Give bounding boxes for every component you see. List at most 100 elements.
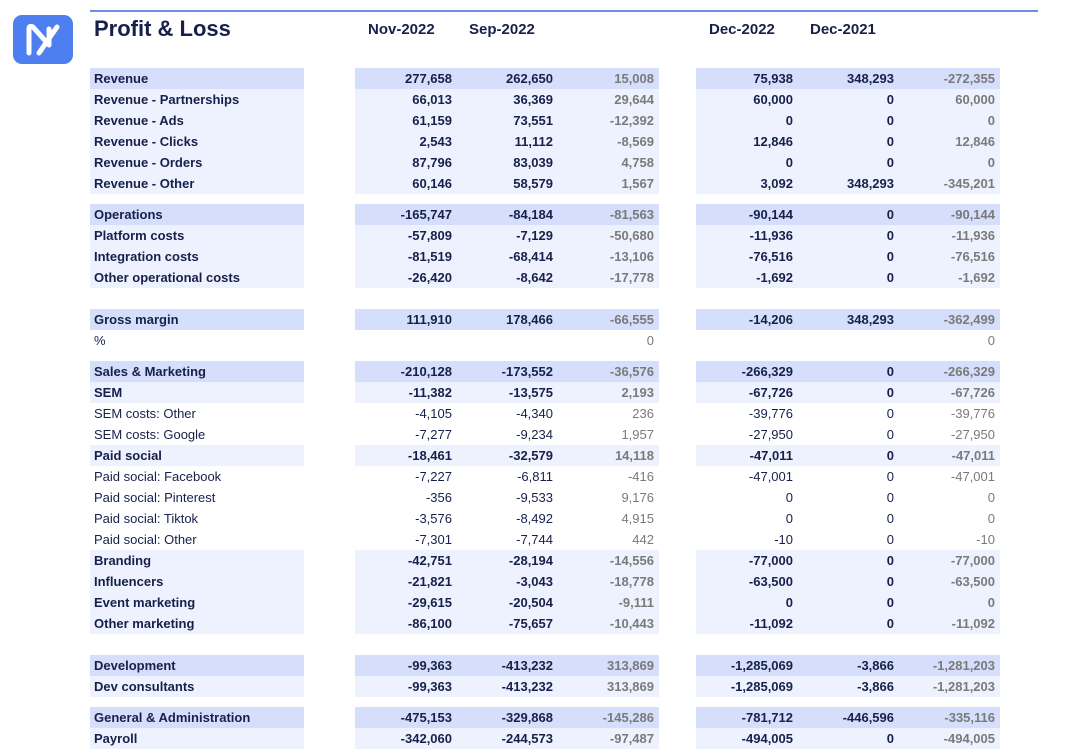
row-band (355, 445, 659, 466)
cell-value: -27,950 (950, 427, 995, 442)
cell-value: -99,363 (407, 679, 452, 694)
cell-value: -14,556 (609, 553, 654, 568)
cell-value: 277,658 (405, 71, 452, 86)
row-band (696, 152, 1000, 173)
row-band (355, 267, 659, 288)
cell-value: -32,579 (508, 448, 553, 463)
cell-value: -8,642 (516, 270, 553, 285)
cell-value (456, 330, 557, 351)
cell-value: -413,232 (501, 658, 553, 673)
cell-value: 0 (886, 113, 894, 128)
cell-value: -20,504 (508, 595, 553, 610)
cell-value: -1,692 (958, 270, 995, 285)
cell-value: -27,950 (748, 427, 793, 442)
row-band (355, 571, 659, 592)
cell-value: -1,285,069 (730, 658, 793, 673)
cell-value: -39,776 (950, 406, 995, 421)
row-label: Operations (90, 204, 304, 225)
cell-value: -272,355 (943, 71, 995, 86)
cell-value: -63,500 (748, 574, 793, 589)
cell-value: 313,869 (607, 658, 654, 673)
row-label: Paid social (90, 445, 304, 466)
cell-value: 0 (886, 385, 894, 400)
row-label: Paid social: Facebook (94, 469, 222, 484)
row-label: Platform costs (90, 225, 304, 246)
cell-value: -7,744 (516, 532, 553, 547)
cell-value: -77,000 (748, 553, 793, 568)
cell-value: 0 (886, 532, 894, 547)
row-band (696, 173, 1000, 194)
cell-value: 66,013 (412, 92, 452, 107)
cell-value: 0 (987, 333, 995, 348)
cell-value: -8,569 (617, 134, 654, 149)
row-band (696, 728, 1000, 749)
cell-value: -9,111 (618, 595, 654, 610)
cell-value: -42,751 (407, 553, 452, 568)
cell-value: 0 (987, 595, 995, 610)
row-band (355, 131, 659, 152)
cell-value: -3,576 (415, 511, 452, 526)
row-band (355, 592, 659, 613)
cell-value: 0 (987, 490, 995, 505)
column-header: Nov-2022 (368, 21, 435, 38)
row-label: Revenue - Ads (90, 110, 304, 131)
cell-value: 1,957 (621, 427, 654, 442)
row-band (696, 110, 1000, 131)
cell-value: -21,821 (407, 574, 452, 589)
row-label: General & Administration (90, 707, 304, 728)
cell-value: 73,551 (513, 113, 553, 128)
cell-value: -6,811 (517, 469, 553, 484)
cell-value: 3,092 (760, 176, 793, 191)
cell-value: 0 (886, 270, 894, 285)
row-label: Dev consultants (90, 676, 304, 697)
row-label: Paid social: Other (94, 532, 197, 547)
row-band (355, 89, 659, 110)
cell-value: 1,567 (621, 176, 654, 191)
cell-value: 0 (785, 490, 793, 505)
row-band (696, 267, 1000, 288)
row-band (355, 246, 659, 267)
cell-value: -29,615 (407, 595, 452, 610)
row-band (696, 382, 1000, 403)
cell-value: 348,293 (847, 312, 894, 327)
cell-value: 442 (632, 532, 654, 547)
cell-value: -13,106 (609, 249, 654, 264)
row-label: Paid social: Tiktok (94, 511, 199, 526)
row-label: Paid social: Pinterest (94, 490, 216, 505)
cell-value: 0 (785, 155, 793, 170)
row-label: Influencers (90, 571, 304, 592)
cell-value: 29,644 (614, 92, 654, 107)
row-band (696, 676, 1000, 697)
cell-value: 0 (886, 731, 894, 746)
cell-value: 0 (886, 249, 894, 264)
cell-value: -4,105 (415, 406, 452, 421)
row-band (355, 152, 659, 173)
row-band (696, 309, 1000, 330)
cell-value: -28,194 (508, 553, 553, 568)
cell-value: -3,866 (857, 679, 894, 694)
cell-value: 0 (886, 228, 894, 243)
cell-value: 14,118 (614, 448, 654, 463)
cell-value: -77,000 (950, 553, 995, 568)
cell-value: 0 (886, 616, 894, 631)
cell-value: -81,519 (407, 249, 452, 264)
cell-value: 4,758 (621, 155, 654, 170)
row-band (696, 246, 1000, 267)
cell-value: -47,011 (951, 448, 995, 463)
cell-value: 178,466 (506, 312, 553, 327)
cell-value: 348,293 (847, 71, 894, 86)
cell-value: -1,285,069 (730, 679, 793, 694)
cell-value: -210,128 (400, 364, 452, 379)
cell-value: -12,392 (609, 113, 654, 128)
cell-value: 83,039 (513, 155, 553, 170)
cell-value: 11,112 (514, 134, 553, 149)
cell-value: 4,915 (621, 511, 654, 526)
row-label: SEM (90, 382, 304, 403)
row-label: Integration costs (90, 246, 304, 267)
cell-value: -3,866 (857, 658, 894, 673)
cell-value: -342,060 (400, 731, 452, 746)
row-band (355, 613, 659, 634)
cell-value: 58,579 (513, 176, 553, 191)
cell-value: -1,692 (756, 270, 793, 285)
